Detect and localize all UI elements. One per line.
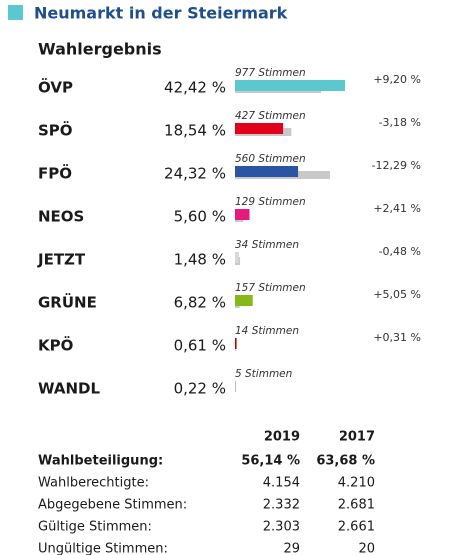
percent-label: 0,61 % bbox=[174, 337, 226, 355]
table-label: Ungültige Stimmen: bbox=[38, 542, 168, 555]
votes-label: 560 Stimmen bbox=[235, 153, 306, 165]
bar bbox=[235, 209, 250, 220]
table-value: 63,68 % bbox=[316, 454, 375, 469]
votes-label: 14 Stimmen bbox=[235, 325, 299, 337]
percent-label: 0,22 % bbox=[174, 380, 226, 398]
percent-label: 42,42 % bbox=[164, 79, 226, 97]
change-label: +9,20 % bbox=[373, 73, 421, 86]
change-label: +0,31 % bbox=[373, 331, 421, 344]
votes-label: 5 Stimmen bbox=[235, 368, 292, 380]
bar bbox=[235, 338, 237, 349]
table-value: 2.661 bbox=[338, 520, 375, 535]
party-name: FPÖ bbox=[38, 164, 72, 183]
table-label: Abgegebene Stimmen: bbox=[38, 498, 187, 513]
bar bbox=[235, 252, 239, 263]
change-label: +2,41 % bbox=[373, 202, 421, 215]
table-label: Gültige Stimmen: bbox=[38, 520, 152, 535]
table-label: Wahlberechtigte: bbox=[38, 476, 149, 491]
table-value: 20 bbox=[358, 542, 375, 555]
party-name: WANDL bbox=[38, 380, 100, 398]
column-header: 2019 bbox=[264, 430, 300, 445]
change-label: -3,18 % bbox=[379, 116, 421, 129]
table-value: 56,14 % bbox=[241, 454, 300, 469]
column-header: 2017 bbox=[339, 430, 375, 445]
percent-label: 5,60 % bbox=[174, 208, 226, 226]
percent-label: 24,32 % bbox=[164, 165, 226, 183]
table-value: 2.681 bbox=[338, 498, 375, 513]
votes-label: 977 Stimmen bbox=[235, 67, 306, 79]
change-label: +5,05 % bbox=[373, 288, 421, 301]
title-marker bbox=[8, 5, 23, 20]
table-value: 4.154 bbox=[263, 476, 300, 491]
table-value: 2.332 bbox=[263, 498, 300, 513]
table-value: 2.303 bbox=[263, 520, 300, 535]
votes-label: 157 Stimmen bbox=[235, 282, 306, 294]
percent-label: 6,82 % bbox=[174, 294, 226, 312]
bar bbox=[235, 166, 299, 177]
party-name: GRÜNE bbox=[38, 293, 97, 312]
votes-label: 34 Stimmen bbox=[235, 239, 299, 251]
bar bbox=[235, 295, 253, 306]
bar bbox=[235, 381, 236, 392]
percent-label: 1,48 % bbox=[174, 251, 226, 269]
change-label: -12,29 % bbox=[372, 159, 421, 172]
party-name: KPÖ bbox=[38, 336, 73, 355]
bar bbox=[235, 80, 345, 91]
party-name: NEOS bbox=[38, 208, 84, 226]
table-label: Wahlbeteiligung: bbox=[38, 454, 163, 469]
party-name: SPÖ bbox=[38, 121, 73, 140]
title: Neumarkt in der Steiermark bbox=[34, 4, 288, 23]
table-value: 29 bbox=[283, 542, 300, 555]
votes-label: 129 Stimmen bbox=[235, 196, 306, 208]
votes-label: 427 Stimmen bbox=[235, 110, 306, 122]
change-label: -0,48 % bbox=[379, 245, 421, 258]
percent-label: 18,54 % bbox=[164, 122, 226, 140]
party-name: JETZT bbox=[37, 251, 86, 269]
subtitle: Wahlergebnis bbox=[38, 40, 162, 59]
table-value: 4.210 bbox=[338, 476, 375, 491]
party-name: ÖVP bbox=[38, 78, 73, 97]
bar bbox=[235, 123, 284, 134]
